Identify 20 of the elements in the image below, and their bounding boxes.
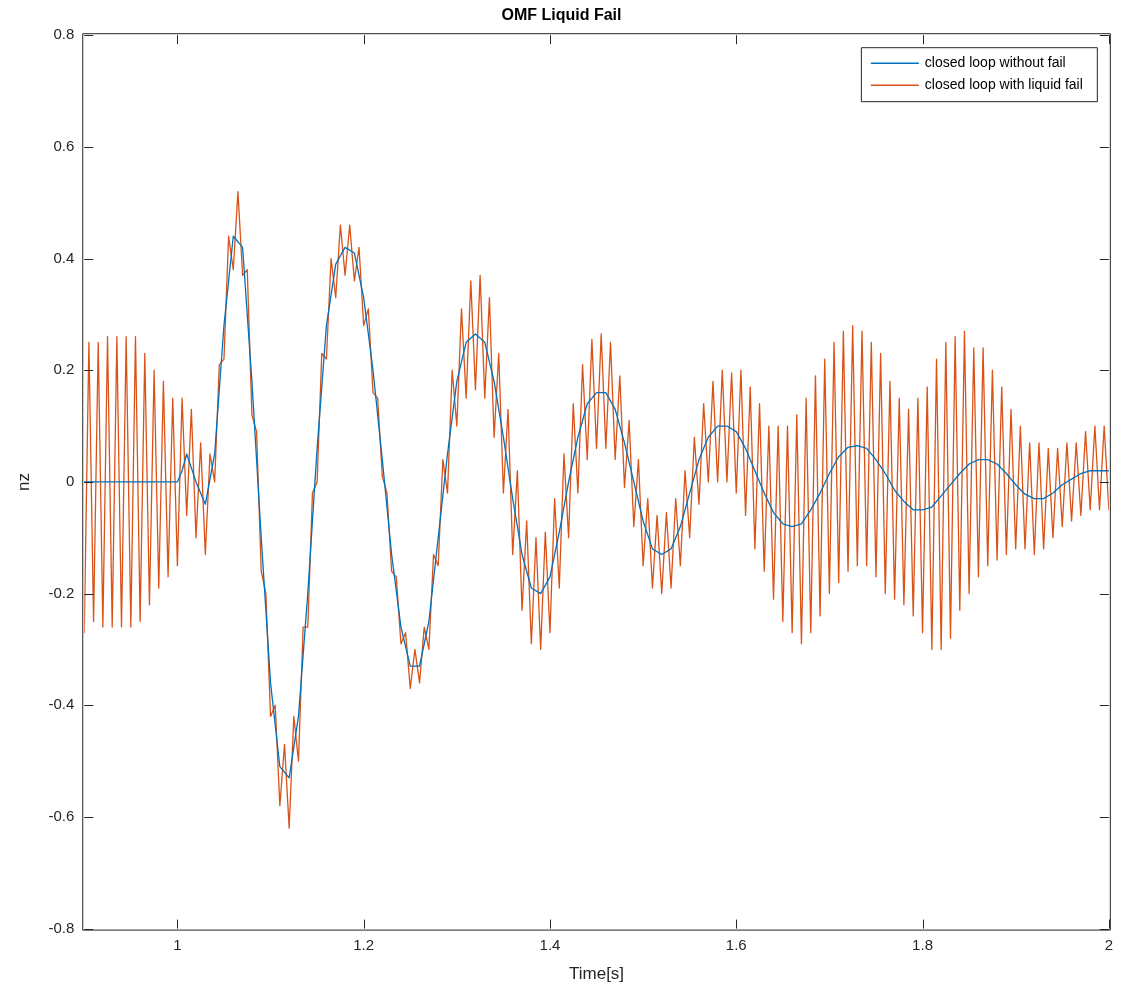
chart-title: OMF Liquid Fail [501,6,622,24]
x-tick-label: 1.6 [725,935,747,953]
y-tick-label: 0.6 [53,137,75,155]
y-tick-label: 0.2 [53,360,75,378]
y-tick-label: 0.4 [53,248,75,266]
y-tick-label: 0 [65,472,75,490]
y-tick-label: -0.4 [48,695,75,713]
y-tick-label: -0.8 [48,918,75,936]
y-tick-label: 0.8 [53,25,75,43]
x-axis-title: Time[s] [568,964,625,984]
x-tick-label: 1.2 [353,935,375,953]
y-tick-label: -0.6 [48,807,75,825]
x-tick-label: 1.8 [912,935,933,953]
legend-label: closed loop without fail [924,54,1066,71]
x-tick-label: 1.4 [539,935,561,953]
x-tick-label: 1 [173,935,182,953]
legend-label: closed loop with liquid fail [924,76,1083,93]
y-tick-label: -0.2 [48,583,75,601]
x-tick-label: 2 [1104,935,1113,953]
y-axis-title: nz [13,472,33,491]
